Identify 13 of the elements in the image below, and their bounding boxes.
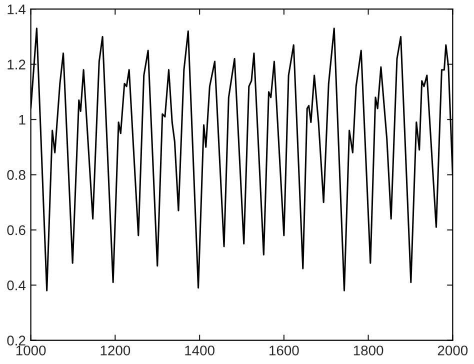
x-tick-label: 1000 (16, 346, 46, 356)
x-tick-label: 1600 (270, 346, 299, 356)
y-tick-label: 1.4 (8, 4, 26, 14)
x-tick-label: 1200 (100, 346, 130, 356)
y-tick-label: 1.2 (8, 60, 26, 70)
x-tick-label: 1800 (354, 346, 384, 356)
x-tick-label: 1400 (185, 346, 214, 356)
y-tick-label: 0.2 (7, 336, 26, 346)
y-tick-label: 0.4 (7, 280, 26, 290)
y-tick-label: 0.6 (7, 225, 26, 236)
y-tick-label: 1 (19, 114, 26, 125)
y-tick-label: 0.8 (7, 170, 26, 180)
x-tick-label: 2000 (438, 346, 468, 356)
